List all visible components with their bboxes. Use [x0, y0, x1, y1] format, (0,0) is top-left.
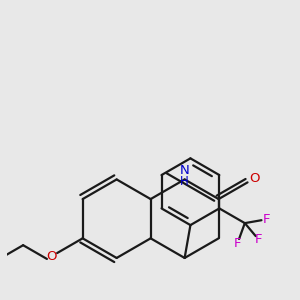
Text: H: H	[180, 175, 189, 188]
Text: O: O	[46, 250, 57, 263]
Text: N: N	[180, 164, 190, 177]
Text: F: F	[262, 213, 270, 226]
Text: F: F	[234, 237, 241, 250]
Text: F: F	[255, 233, 262, 246]
Text: O: O	[249, 172, 260, 185]
